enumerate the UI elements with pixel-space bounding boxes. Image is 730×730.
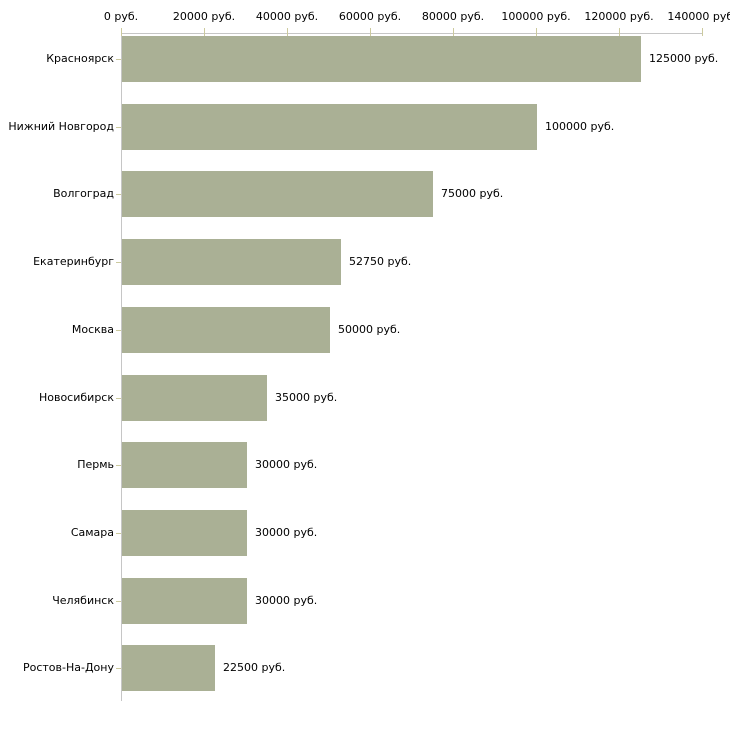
y-axis-tick xyxy=(116,465,121,466)
bar-value-label: 100000 руб. xyxy=(545,119,615,133)
bar-value-label: 75000 руб. xyxy=(441,187,504,201)
y-axis-tick xyxy=(116,330,121,331)
bar-value-label: 52750 руб. xyxy=(349,255,412,269)
bar xyxy=(122,171,433,217)
x-axis-tick xyxy=(536,28,537,36)
bar-value-label: 50000 руб. xyxy=(338,322,401,336)
bar xyxy=(122,104,537,150)
x-axis-tick-label: 80000 руб. xyxy=(421,10,485,23)
bar xyxy=(122,36,641,82)
y-axis-tick xyxy=(116,262,121,263)
bar xyxy=(122,239,341,285)
category-label: Пермь xyxy=(77,458,114,472)
y-axis-tick xyxy=(116,533,121,534)
bar-value-label: 125000 руб. xyxy=(649,52,719,65)
category-label: Ростов-На-Дону xyxy=(22,661,114,675)
x-axis-tick-label: 140000 руб. xyxy=(667,10,730,23)
y-axis-tick xyxy=(116,127,121,128)
category-label: Новосибирск xyxy=(38,390,114,404)
y-axis-line xyxy=(121,33,122,701)
bar xyxy=(122,645,215,691)
y-axis-tick xyxy=(116,59,121,60)
bar xyxy=(122,375,267,421)
x-axis-tick xyxy=(370,28,371,36)
x-axis-tick-label: 100000 руб. xyxy=(501,10,571,23)
y-axis-tick xyxy=(116,194,121,195)
category-label: Нижний Новгород xyxy=(8,119,114,133)
y-axis-tick xyxy=(116,601,121,602)
category-label: Екатеринбург xyxy=(33,255,114,269)
category-label: Челябинск xyxy=(52,593,114,607)
bar xyxy=(122,578,247,624)
bar-value-label: 30000 руб. xyxy=(255,525,318,539)
x-axis-tick xyxy=(702,28,703,36)
x-axis-tick xyxy=(121,28,122,36)
bar xyxy=(122,442,247,488)
y-axis-tick xyxy=(116,668,121,669)
bar xyxy=(122,510,247,556)
category-label: Москва xyxy=(71,322,114,336)
bar-value-label: 35000 руб. xyxy=(275,390,338,404)
x-axis-tick xyxy=(204,28,205,36)
x-axis-line xyxy=(121,33,702,34)
category-label: Волгоград xyxy=(53,187,114,201)
bar-value-label: 22500 руб. xyxy=(223,661,286,675)
x-axis-tick-label: 20000 руб. xyxy=(172,10,236,23)
y-axis-tick xyxy=(116,398,121,399)
category-label: Красноярск xyxy=(46,52,114,65)
bar-value-label: 30000 руб. xyxy=(255,458,318,472)
bar-value-label: 30000 руб. xyxy=(255,593,318,607)
x-axis-tick xyxy=(453,28,454,36)
x-axis-tick-label: 40000 руб. xyxy=(255,10,319,23)
x-axis-tick-label: 0 руб. xyxy=(103,10,139,23)
x-axis-tick-label: 120000 руб. xyxy=(584,10,654,23)
x-axis-tick xyxy=(619,28,620,36)
x-axis-tick xyxy=(287,28,288,36)
bar xyxy=(122,307,330,353)
category-label: Самара xyxy=(70,525,114,539)
x-axis-tick-label: 60000 руб. xyxy=(338,10,402,23)
